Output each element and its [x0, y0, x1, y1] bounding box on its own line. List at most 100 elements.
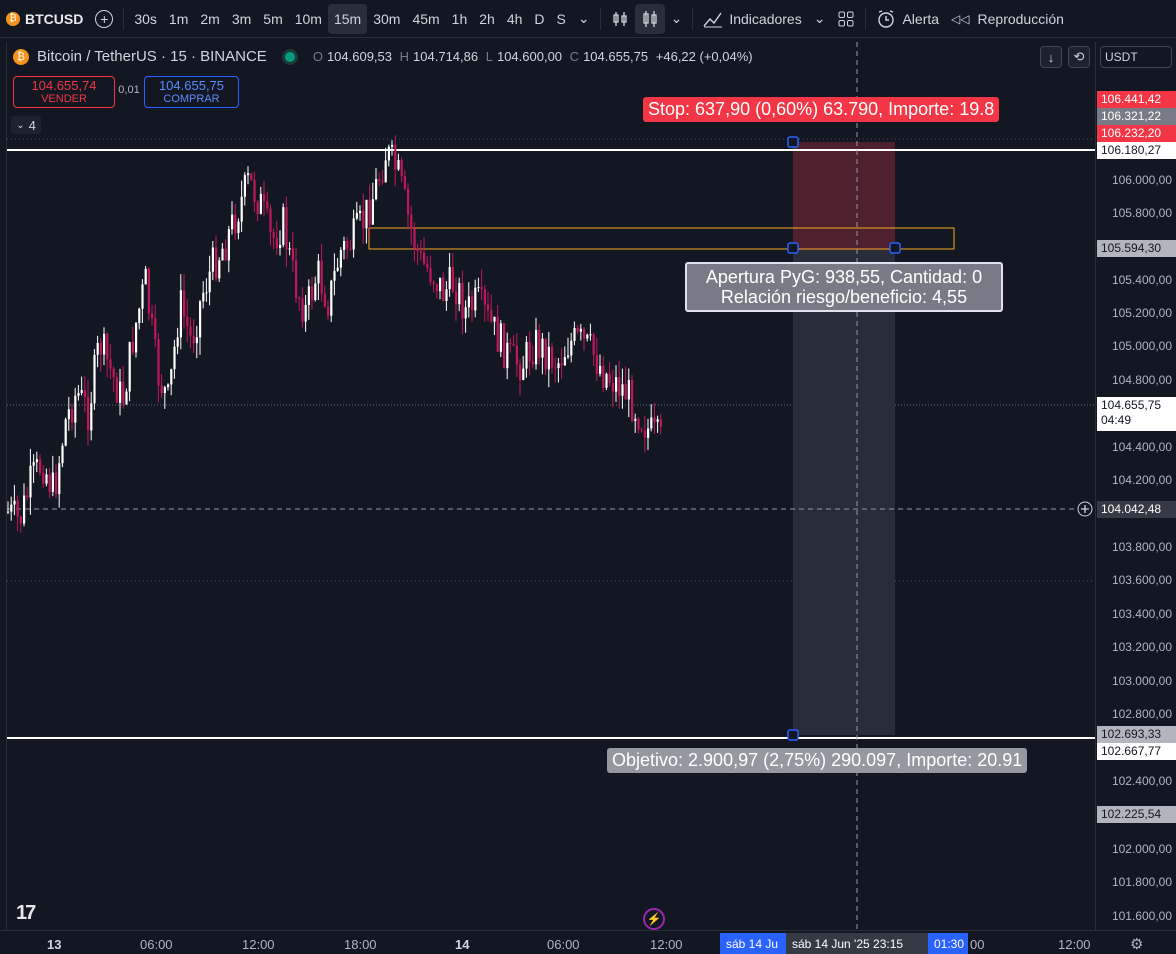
auto-scale-button[interactable]: ⟲	[1068, 46, 1090, 68]
candle-body	[109, 359, 112, 369]
symbol-search[interactable]: ₿ BTCUSD	[0, 4, 89, 34]
bars-style-button[interactable]	[605, 4, 635, 34]
candle-body	[256, 201, 259, 214]
candle-body	[583, 328, 586, 339]
candle-body	[160, 385, 163, 394]
buy-price: 104.655,75	[158, 77, 225, 93]
interval-1m[interactable]: 1m	[168, 10, 189, 27]
candle-body	[391, 144, 394, 147]
time-axis[interactable]: 13 06:00 12:00 18:00 14 06:00 12:00 00 12:00 sáb…	[0, 930, 1176, 954]
layouts-button[interactable]	[831, 4, 861, 34]
candle-body	[61, 445, 64, 464]
market-open-indicator	[284, 51, 295, 62]
candle-body	[599, 365, 602, 374]
settings-gear-icon[interactable]: ⚙	[1130, 936, 1144, 953]
compare-symbol-button[interactable]: +	[89, 4, 119, 34]
candle-body	[125, 391, 128, 405]
candle-body	[240, 196, 243, 222]
candle-body	[643, 430, 646, 438]
candle-body	[243, 175, 246, 197]
price-axis[interactable]: 106.000,00 105.800,00 105.400,00 105.200,00…	[1095, 42, 1176, 930]
interval-4h[interactable]: 4h	[506, 10, 523, 27]
candle-body	[259, 193, 262, 214]
candle-body	[304, 304, 307, 322]
candle-body	[291, 248, 294, 261]
buy-button[interactable]: 104.655,75 COMPRAR	[144, 76, 239, 108]
entry-price-badge: 105.594,30	[1097, 240, 1176, 257]
indicators-dropdown[interactable]: ⌄	[808, 4, 832, 34]
interval-S[interactable]: S	[556, 10, 566, 27]
candle-body	[355, 213, 358, 219]
price-tick-label: 103.400,00	[1111, 607, 1172, 621]
price-badge-top: 106.441,42	[1097, 91, 1176, 108]
candle-body	[253, 179, 256, 202]
candle-body	[202, 292, 205, 302]
price-tick-label: 103.000,00	[1111, 674, 1172, 688]
interval-10m[interactable]: 10m	[294, 10, 322, 27]
candle-body	[250, 173, 253, 180]
candle-body	[327, 306, 330, 316]
interval-1h[interactable]: 1h	[451, 10, 468, 27]
take-profit-label[interactable]: Objetivo: 2.900,97 (2,75%) 290.097, Impo…	[607, 748, 1028, 773]
candle-body	[29, 465, 32, 498]
sell-button[interactable]: 104.655,74 VENDER	[13, 76, 115, 108]
candle-body	[637, 418, 640, 430]
candle-body	[71, 409, 74, 423]
interval-15m[interactable]: 15m	[327, 3, 368, 34]
alert-button[interactable]: Alerta	[870, 4, 945, 34]
candle-body	[503, 323, 506, 369]
high-label: H	[399, 49, 410, 64]
interval-30s[interactable]: 30s	[134, 10, 157, 27]
low-value: 104.600,00	[496, 49, 563, 64]
candle-body	[343, 240, 346, 250]
candles-style-button[interactable]	[634, 3, 665, 34]
chart-type-dropdown[interactable]: ⌄	[665, 4, 689, 34]
sell-label: VENDER	[41, 93, 87, 106]
candle-body	[359, 210, 362, 214]
scroll-to-latest-button[interactable]: ↓	[1040, 46, 1062, 68]
candle-body	[455, 291, 458, 305]
lightning-icon[interactable]: ⚡	[643, 908, 665, 930]
candle-body	[58, 463, 61, 494]
candle-body	[586, 334, 589, 339]
position-info-label[interactable]: Apertura PyG: 938,55, Cantidad: 0 Relaci…	[685, 262, 1003, 312]
price-tick-label: 102.800,00	[1111, 707, 1172, 721]
candle-body	[490, 309, 493, 322]
candle-body	[474, 287, 477, 311]
candle-body	[269, 208, 272, 233]
candle-body	[493, 316, 496, 322]
price-tick-label: 103.600,00	[1111, 573, 1172, 587]
candle-body	[147, 268, 150, 314]
candle-body	[151, 313, 154, 318]
chart-pane[interactable]: ₿ Bitcoin / TetherUS · 15 · BINANCE O 104…	[6, 42, 1095, 930]
interval-D[interactable]: D	[534, 10, 545, 27]
interval-3m[interactable]: 3m	[231, 10, 252, 27]
interval-45m[interactable]: 45m	[412, 10, 440, 27]
candle-body	[487, 304, 490, 310]
candle-body	[16, 500, 19, 517]
price-tick-label: 103.800,00	[1111, 540, 1172, 554]
tradingview-logo[interactable]: 17	[16, 902, 36, 924]
candle-body	[135, 322, 138, 353]
interval-5m[interactable]: 5m	[263, 10, 283, 27]
candle-body	[477, 287, 480, 289]
rectangle-drawing	[368, 227, 955, 250]
change-value: +46,22 (+0,04%)	[655, 49, 753, 64]
currency-selector[interactable]: USDT	[1100, 46, 1172, 68]
candle-body	[538, 330, 541, 358]
open-value: 104.609,53	[326, 49, 393, 64]
candle-body	[467, 296, 470, 308]
indicators-collapse-button[interactable]: ⌄ 4	[11, 116, 41, 134]
interval-2m[interactable]: 2m	[200, 10, 220, 27]
candle-body	[163, 387, 166, 394]
interval-dropdown[interactable]: ⌄	[572, 4, 596, 34]
interval-2h[interactable]: 2h	[479, 10, 495, 27]
candle-body	[627, 379, 630, 400]
indicators-button[interactable]: Indicadores	[697, 4, 807, 34]
interval-30m[interactable]: 30m	[373, 10, 401, 27]
candle-body	[320, 260, 323, 294]
replay-button[interactable]: ◁◁ Reproducción	[945, 4, 1070, 34]
stop-loss-label[interactable]: Stop: 637,90 (0,60%) 63.790, Importe: 19…	[643, 97, 1000, 122]
candle-body	[656, 419, 659, 422]
candle-body	[131, 342, 134, 353]
